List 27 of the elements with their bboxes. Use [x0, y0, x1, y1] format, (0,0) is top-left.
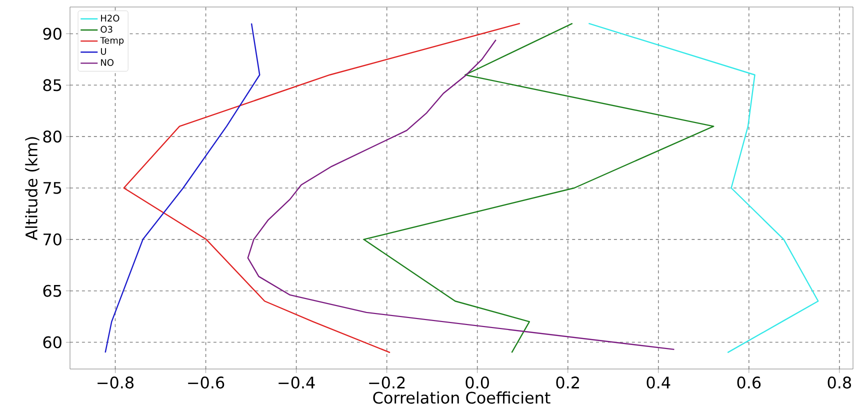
- y-tick-label: 80: [43, 130, 62, 143]
- x-axis-title: Correlation Coefficient: [373, 391, 550, 404]
- line-series: [247, 39, 675, 350]
- x-tick-label: −0.6: [188, 376, 224, 389]
- y-axis-title: Altitude (km): [25, 137, 40, 240]
- x-tick-label: −0.8: [98, 376, 134, 389]
- y-tick-label: 70: [44, 233, 62, 246]
- y-tick-label: 65: [43, 284, 62, 297]
- line-series: [363, 22, 714, 354]
- legend-label: Temp: [100, 37, 124, 46]
- legend-label: NO: [101, 59, 114, 66]
- x-tick-label: 0.6: [737, 376, 761, 389]
- line-series: [588, 22, 819, 354]
- y-tick-label: 75: [44, 182, 62, 194]
- x-tick-label: −0.2: [369, 376, 405, 389]
- x-tick-label: −0.4: [278, 376, 315, 389]
- x-tick-label: 0.4: [646, 376, 670, 389]
- legend-label: O3: [100, 26, 112, 33]
- x-tick-label: 0.0: [466, 376, 489, 389]
- y-tick-label: 85: [43, 79, 62, 92]
- legend-label: H2O: [101, 14, 120, 22]
- line-series: [123, 22, 520, 354]
- y-tick-label: 90: [43, 28, 62, 40]
- x-tick-label: 0.8: [828, 376, 852, 389]
- y-tick-label: 60: [43, 336, 62, 348]
- x-tick-label: 0.2: [556, 376, 579, 389]
- legend-label: U: [100, 48, 106, 55]
